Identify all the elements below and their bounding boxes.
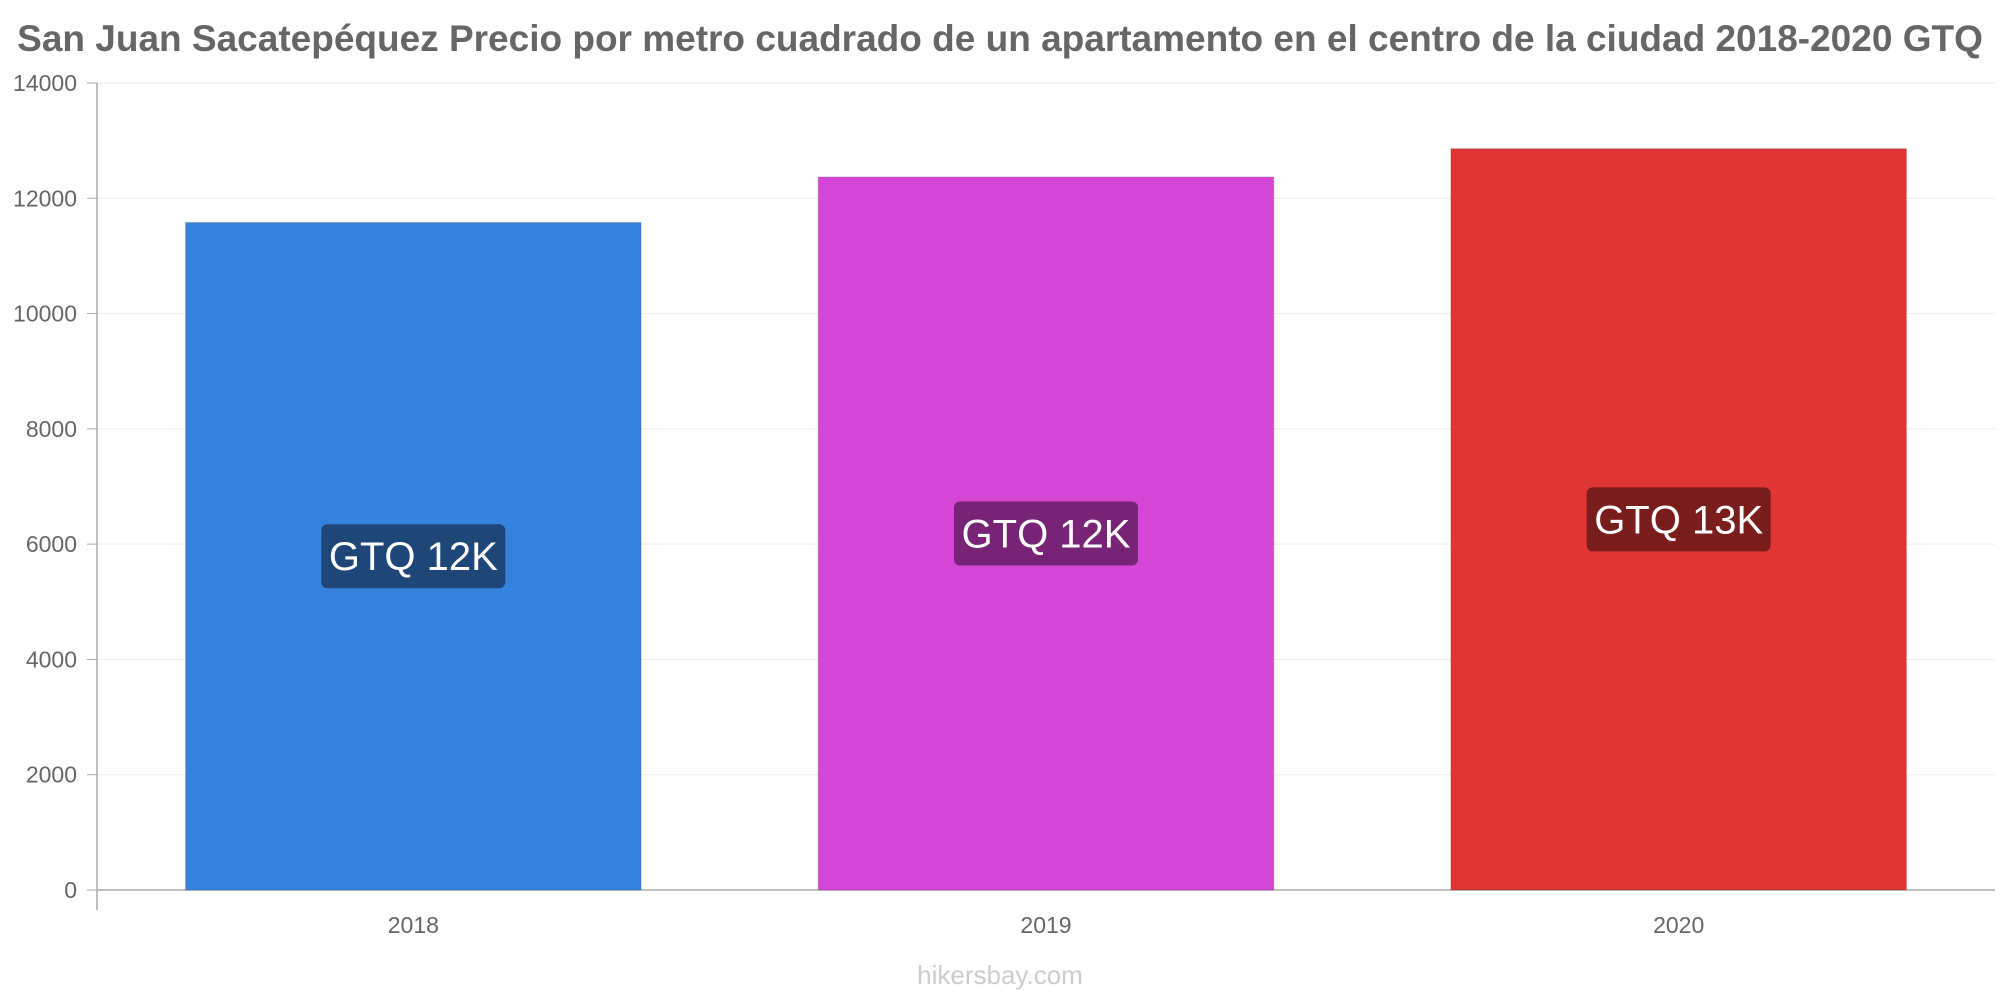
y-tick-label: 2000 — [26, 762, 77, 788]
y-tick-label: 10000 — [13, 301, 77, 327]
data-label: GTQ 12K — [329, 535, 498, 579]
x-tick-label: 2019 — [1020, 912, 1071, 938]
y-tick-label: 0 — [64, 877, 77, 903]
x-tick-label: 2018 — [388, 912, 439, 938]
y-tick-label: 6000 — [26, 531, 77, 557]
y-tick-label: 8000 — [26, 416, 77, 442]
data-label: GTQ 13K — [1594, 498, 1763, 542]
y-tick-label: 12000 — [13, 185, 77, 211]
data-label-box — [1586, 487, 1771, 552]
data-label-box — [954, 501, 1138, 566]
data-label: GTQ 12K — [962, 512, 1131, 556]
y-tick-label: 14000 — [13, 70, 77, 96]
watermark: hikersbay.com — [917, 960, 1083, 990]
y-tick-label: 4000 — [26, 646, 77, 672]
chart-title: San Juan Sacatepéquez Precio por metro c… — [17, 18, 1983, 59]
x-tick-label: 2020 — [1653, 912, 1704, 938]
data-label-box — [321, 524, 506, 589]
